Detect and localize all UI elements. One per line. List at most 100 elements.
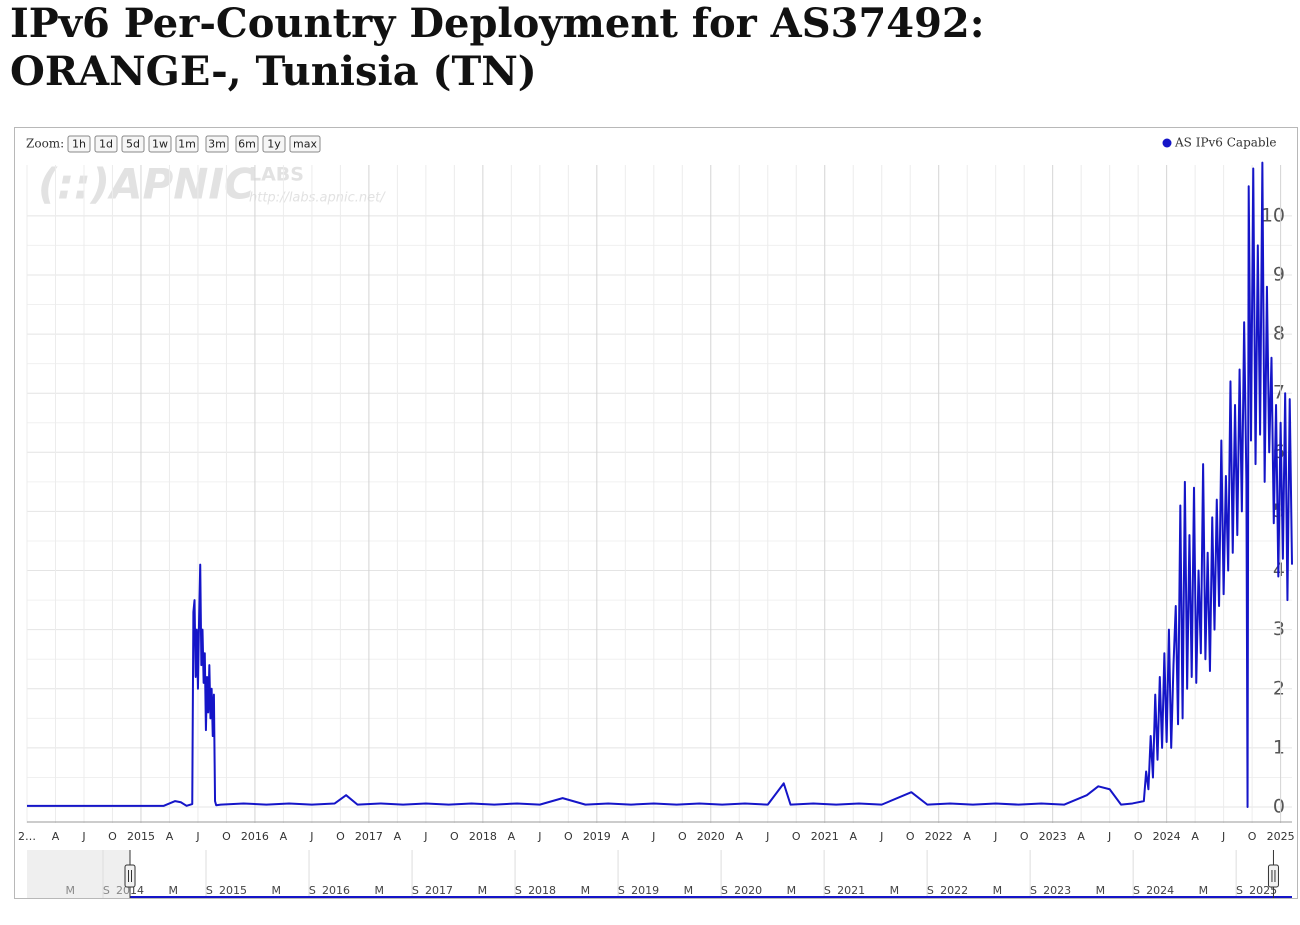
zoom-button-label[interactable]: 5d [126, 138, 140, 151]
x-tick-label: 2025 [1267, 830, 1295, 843]
x-tick-label: O [792, 830, 801, 843]
zoom-button-label[interactable]: max [293, 138, 317, 151]
series-line [27, 161, 1293, 808]
navigator-tick-label: S [412, 884, 419, 897]
zoom-label: Zoom: [26, 137, 64, 151]
x-tick-label: A [1191, 830, 1199, 843]
zoom-button-label[interactable]: 1h [72, 138, 86, 151]
zoom-button[interactable] [67, 135, 91, 153]
zoom-button[interactable] [289, 135, 321, 153]
x-tick-label: O [336, 830, 345, 843]
navigator-handle[interactable] [124, 864, 136, 888]
watermark-logo: (::)APNIC [38, 160, 255, 209]
x-tick-label: J [765, 830, 769, 843]
zoom-button-label[interactable]: 1y [267, 138, 281, 151]
navigator-handle[interactable] [1267, 864, 1279, 888]
navigator-tick-label: 2024 [1146, 884, 1174, 897]
x-tick-label: J [195, 830, 199, 843]
y-tick-label: 3 [1273, 618, 1285, 640]
zoom-button-label[interactable]: 6m [238, 138, 256, 151]
x-tick-label: J [1107, 830, 1111, 843]
zoom-button[interactable] [148, 135, 172, 153]
zoom-button[interactable] [175, 135, 199, 153]
x-tick-label: A [166, 830, 174, 843]
legend-marker [1162, 138, 1172, 148]
navigator-tick-label: S [1030, 884, 1037, 897]
x-tick-label: 2016 [241, 830, 269, 843]
navigator-tick-label: M [890, 884, 900, 897]
x-tick-label: 2020 [697, 830, 725, 843]
x-tick-label: A [280, 830, 288, 843]
x-tick-label: J [651, 830, 655, 843]
x-tick-label: A [1077, 830, 1085, 843]
zoom-button-label[interactable]: 1m [178, 138, 196, 151]
x-tick-label: 2024 [1153, 830, 1181, 843]
navigator-tick-label: 2019 [631, 884, 659, 897]
navigator-tick-label: S [721, 884, 728, 897]
navigator-tick-label: M [581, 884, 591, 897]
x-tick-label: A [622, 830, 630, 843]
navigator-tick-label: S [824, 884, 831, 897]
navigator-tick-label: M [169, 884, 179, 897]
y-tick-label: 1 [1273, 736, 1285, 758]
navigator-tick-label: S [1236, 884, 1243, 897]
x-tick-label: J [309, 830, 313, 843]
navigator-tick-label: M [375, 884, 385, 897]
navigator-tick-label: M [1096, 884, 1106, 897]
navigator-tick-label: 2021 [837, 884, 865, 897]
x-tick-label: J [879, 830, 883, 843]
navigator-tick-label: 2020 [734, 884, 762, 897]
navigator-tick-label: S [309, 884, 316, 897]
x-tick-label: 2015 [127, 830, 155, 843]
navigator-mask [27, 850, 131, 898]
zoom-button[interactable] [235, 135, 259, 153]
x-tick-label: A [52, 830, 60, 843]
y-tick-label: 2 [1273, 677, 1285, 699]
navigator-tick-label: S [206, 884, 213, 897]
navigator-background [27, 850, 1292, 898]
x-tick-label: 2019 [583, 830, 611, 843]
y-tick-label: 0 [1273, 796, 1285, 818]
navigator-tick-label: M [478, 884, 488, 897]
navigator-tick-label: M [787, 884, 797, 897]
navigator-tick-label: M [1199, 884, 1209, 897]
x-tick-label: 2017 [355, 830, 383, 843]
x-tick-label: A [736, 830, 744, 843]
x-tick-label: J [993, 830, 997, 843]
x-tick-label: O [564, 830, 573, 843]
zoom-button[interactable] [121, 135, 145, 153]
page-title: IPv6 Per-Country Deployment for AS37492:… [10, 0, 985, 95]
x-tick-label: J [537, 830, 541, 843]
x-tick-label: A [508, 830, 516, 843]
zoom-button[interactable] [94, 135, 118, 153]
x-tick-label: O [450, 830, 459, 843]
zoom-button[interactable] [205, 135, 229, 153]
x-tick-label: A [394, 830, 402, 843]
x-tick-label: J [1221, 830, 1225, 843]
x-tick-label: O [1020, 830, 1029, 843]
y-tick-label: 9 [1273, 263, 1285, 285]
legend-label: AS IPv6 Capable [1174, 136, 1277, 150]
x-tick-label: O [222, 830, 231, 843]
watermark-url: http://labs.apnic.net/ [249, 191, 386, 206]
zoom-button-label[interactable]: 1w [152, 138, 168, 151]
y-tick-label: 8 [1273, 323, 1285, 345]
x-tick-label: O [1248, 830, 1257, 843]
navigator-tick-label: M [684, 884, 694, 897]
navigator-tick-label: 2022 [940, 884, 968, 897]
x-tick-label: 2022 [925, 830, 953, 843]
navigator-tick-label: 2015 [219, 884, 247, 897]
zoom-button-label[interactable]: 3m [208, 138, 226, 151]
navigator-tick-label: 2018 [528, 884, 556, 897]
x-tick-label: O [906, 830, 915, 843]
navigator-tick-label: S [927, 884, 934, 897]
watermark-labs: LABS [249, 164, 304, 186]
navigator-tick-label: S [515, 884, 522, 897]
zoom-button[interactable] [262, 135, 286, 153]
y-tick-label: 7 [1273, 382, 1285, 404]
x-tick-label: 2… [18, 830, 36, 843]
zoom-button-label[interactable]: 1d [99, 138, 113, 151]
x-tick-label: A [963, 830, 971, 843]
chart-frame [14, 127, 1298, 899]
x-tick-label: O [108, 830, 117, 843]
